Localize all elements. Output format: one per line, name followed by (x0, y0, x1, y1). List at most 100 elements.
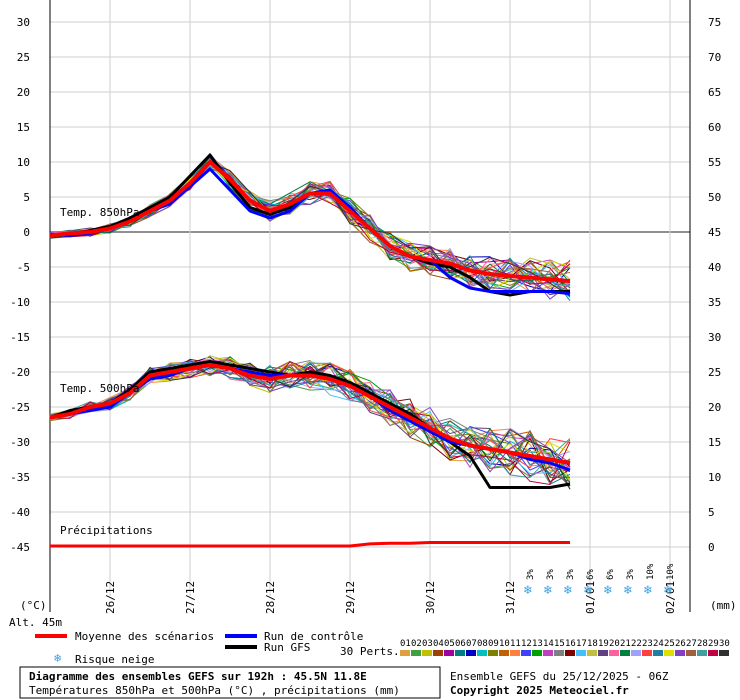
pert-swatch (477, 650, 487, 656)
x-tick-label: 26/12 (104, 581, 117, 614)
pert-swatch (455, 650, 465, 656)
snowflake-icon: ❄ (643, 583, 652, 598)
pert-number: 16 (565, 639, 576, 649)
right-y-tick: 15 (708, 436, 721, 449)
pert-swatch (631, 650, 641, 656)
left-y-tick: -5 (17, 261, 30, 274)
pert-number: 18 (587, 639, 598, 649)
left-unit: (°C) (20, 599, 47, 612)
pert-number: 01 (400, 639, 411, 649)
precip-label: Précipitations (60, 524, 153, 537)
pert-swatch (642, 650, 652, 656)
legend: Moyenne des scénarios Run de contrôle Ru… (35, 630, 730, 666)
pert-swatch (411, 650, 421, 656)
pert-swatch (521, 650, 531, 656)
title-box (19, 666, 441, 699)
right-y-tick: 75 (708, 16, 721, 29)
main-lines (49, 153, 571, 548)
snow-risk-value: 3% (566, 569, 576, 580)
mean-line-precip (50, 541, 570, 548)
x-tick-label: 30/12 (424, 581, 437, 614)
pert-swatch (708, 650, 718, 656)
left-y-tick: 0 (23, 226, 30, 239)
pert-number: 05 (444, 639, 455, 649)
legend-control-swatch (225, 634, 257, 638)
pert-swatch (609, 650, 619, 656)
pert-swatch (686, 650, 696, 656)
pert-swatch (697, 650, 707, 656)
left-y-tick: -40 (10, 506, 30, 519)
pert-number: 07 (466, 639, 477, 649)
legend-gfs-label: Run GFS (264, 641, 310, 654)
pert-swatch (719, 650, 729, 656)
pert-swatch (510, 650, 520, 656)
right-y-tick: 65 (708, 86, 721, 99)
left-y-tick: 10 (17, 156, 30, 169)
pert-number: 23 (642, 639, 653, 649)
copyright: Copyright 2025 Meteociel.fr (450, 684, 629, 697)
pert-number: 04 (433, 639, 444, 649)
run-info: Ensemble GEFS du 25/12/2025 - 06Z (450, 670, 669, 683)
pert-swatch (620, 650, 630, 656)
x-tick-label: 29/12 (344, 581, 357, 614)
snowflake-icon: ❄ (583, 583, 592, 598)
right-y-tick: 10 (708, 471, 721, 484)
member-lines (49, 152, 571, 490)
x-tick-label: 02/01 (664, 581, 677, 614)
pert-number: 10 (499, 639, 510, 649)
snowflake-icon: ❄ (54, 651, 61, 665)
snow-risk-value: 6% (606, 569, 616, 580)
pert-number: 25 (664, 639, 675, 649)
right-y-tick: 35 (708, 296, 721, 309)
right-y-tick: 60 (708, 121, 721, 134)
x-tick-label: 27/12 (184, 581, 197, 614)
pert-swatch (422, 650, 432, 656)
legend-mean-swatch (35, 634, 67, 638)
pert-number: 13 (532, 639, 543, 649)
pert-swatch (499, 650, 509, 656)
legend-snow-label: Risque neige (75, 653, 154, 666)
right-y-tick: 55 (708, 156, 721, 169)
right-y-tick: 45 (708, 226, 721, 239)
pert-swatch (587, 650, 597, 656)
pert-number: 30 (719, 639, 730, 649)
t850-label: Temp. 850hPa (60, 206, 139, 219)
grid (49, 0, 691, 612)
member-line-500 (49, 359, 571, 485)
left-y-tick: 5 (23, 191, 30, 204)
snow-risk-value: 3% (526, 569, 536, 580)
pert-number: 12 (521, 639, 532, 649)
pert-swatch (543, 650, 553, 656)
legend-mean-label: Moyenne des scénarios (75, 630, 214, 643)
pert-swatch (653, 650, 663, 656)
pert-number: 02 (411, 639, 422, 649)
snowflake-icon: ❄ (623, 583, 632, 598)
left-y-tick: -20 (10, 366, 30, 379)
pert-number: 03 (422, 639, 433, 649)
pert-swatch (554, 650, 564, 656)
pert-swatch (466, 650, 476, 656)
pert-number: 22 (631, 639, 642, 649)
right-y-tick: 5 (708, 506, 715, 519)
pert-swatch (532, 650, 542, 656)
pert-number: 14 (543, 639, 554, 649)
left-y-tick: 20 (17, 86, 30, 99)
left-y-tick: 25 (17, 51, 30, 64)
snowflake-icon: ❄ (523, 583, 532, 598)
pert-number: 24 (653, 639, 664, 649)
left-y-tick: -25 (10, 401, 30, 414)
right-y-tick: 30 (708, 331, 721, 344)
snowflake-icon: ❄ (563, 583, 572, 598)
chart-title: Diagramme des ensembles GEFS sur 192h : … (29, 670, 367, 683)
right-unit: (mm) (710, 599, 737, 612)
member-line-500 (49, 359, 571, 486)
snow-risk-value: 3% (546, 569, 556, 580)
pert-swatch (433, 650, 443, 656)
x-tick-label: 01/01 (584, 581, 597, 614)
right-y-tick: 50 (708, 191, 721, 204)
pert-number: 21 (620, 639, 631, 649)
x-tick-label: 28/12 (264, 581, 277, 614)
pert-number: 19 (598, 639, 609, 649)
perts-legend: 01 02 03 04 05 06 07 08 09 10 11 12 13 14 15 16 17 18 19 20… (400, 639, 730, 656)
